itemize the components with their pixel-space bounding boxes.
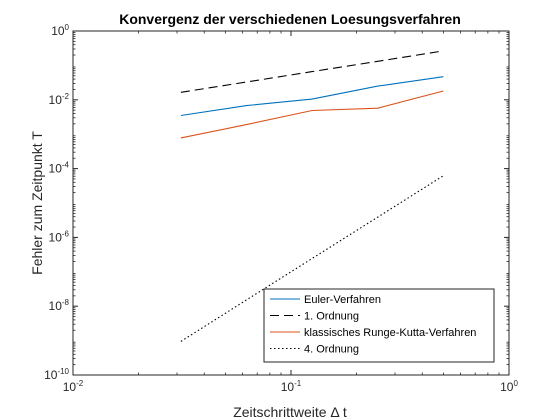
y-tick-label: 100: [51, 23, 69, 38]
y-tick-label: 10-4: [49, 161, 70, 176]
legend-box: [263, 288, 495, 363]
y-tick-label: 10-10: [44, 367, 69, 382]
series-line-3: [180, 90, 444, 139]
x-tick-label: 10-2: [63, 379, 84, 394]
legend: Euler-Verfahren 1. Ordnung klassisches Run…: [263, 288, 495, 363]
legend-label-3: klassisches Runge-Kutta-Verfahren: [304, 327, 476, 339]
y-tick-label: 10-2: [49, 92, 70, 107]
series-line-1: [180, 76, 444, 117]
legend-label-4: 4. Ordnung: [304, 344, 359, 356]
x-axis-title: Zeitschrittweite Δ t: [233, 404, 347, 420]
legend-label-2: 1. Ordnung: [304, 311, 359, 323]
x-tick-label: 100: [500, 379, 518, 394]
legend-label-1: Euler-Verfahren: [304, 294, 381, 306]
y-tick-label: 10-8: [49, 298, 70, 313]
chart-title: Konvergenz der verschiedenen Loesungsver…: [119, 11, 461, 27]
y-tick-label: 10-6: [49, 229, 70, 244]
x-tick-label: 10-1: [281, 379, 302, 394]
series-layer: [180, 50, 444, 342]
y-axis-title: Fehler zum Zeitpunkt T: [29, 131, 45, 275]
series-line-2: [180, 50, 444, 93]
